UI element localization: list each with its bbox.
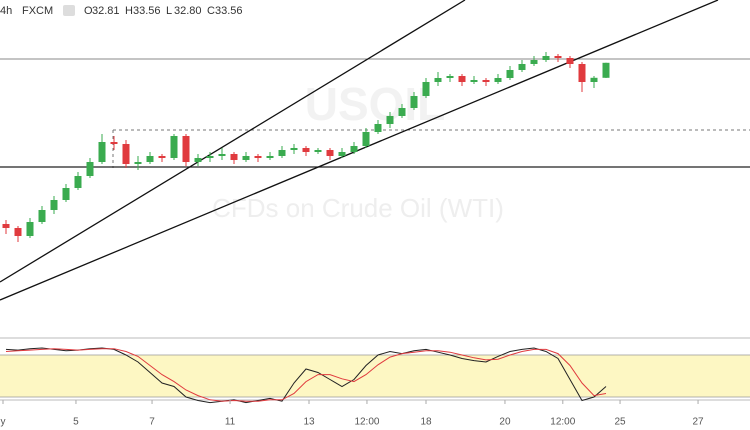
trend-line <box>0 0 719 301</box>
x-tick-label: 13 <box>303 417 315 428</box>
ohlc-key: L <box>166 5 172 17</box>
candle-body <box>122 144 130 164</box>
watermark-description: CFDs on Crude Oil (WTI) <box>212 193 504 223</box>
candle-body <box>362 132 370 146</box>
ohlc: O 32.81 H 33.56 L 32.80 C 33.56 <box>84 5 243 17</box>
candle-body <box>374 124 382 132</box>
candle-body <box>278 150 286 156</box>
candle-body <box>542 56 550 60</box>
trend-line <box>0 0 466 283</box>
ohlc-value: 32.80 <box>174 5 202 17</box>
candle-body <box>170 136 178 158</box>
ohlc-value: 32.81 <box>92 5 120 17</box>
candle-body <box>146 156 154 162</box>
ohlc-value: 33.56 <box>215 5 243 17</box>
candle-body <box>218 154 226 156</box>
ohlc-key: H <box>125 5 133 17</box>
candle-body <box>110 142 118 144</box>
candle-body <box>62 188 70 200</box>
candle-body <box>482 80 490 82</box>
candle-body <box>38 210 46 222</box>
exchange: FXCM <box>22 5 53 17</box>
candle-body <box>50 200 58 210</box>
candle-body <box>386 116 394 124</box>
watermark-symbol: USOIL <box>305 78 446 130</box>
candle-body <box>86 162 94 176</box>
x-tick-label: 5 <box>73 417 79 428</box>
candle-body <box>2 224 10 228</box>
candle-body <box>494 78 502 82</box>
candle-body <box>14 228 22 236</box>
candle-body <box>182 136 190 162</box>
candle-body <box>350 146 358 152</box>
candles <box>2 52 610 242</box>
ohlc-key: C <box>207 5 215 17</box>
candle-body <box>26 222 34 236</box>
candle-body <box>590 77 598 82</box>
candle-body <box>302 148 310 152</box>
candle-body <box>338 152 346 156</box>
candle-body <box>230 154 238 160</box>
candle-body <box>158 156 166 158</box>
candle-body <box>398 108 406 116</box>
candle-body <box>194 158 202 162</box>
oscillator-band <box>0 355 750 397</box>
x-tick-label: 12:00 <box>550 417 575 428</box>
candle-body <box>554 56 562 58</box>
interval: 4h <box>0 5 12 17</box>
candle-body <box>578 64 586 82</box>
x-tick-label: 11 <box>225 417 236 428</box>
x-tick-label: 12:00 <box>354 417 379 428</box>
x-tick-label: 25 <box>614 417 626 428</box>
drawings <box>0 0 750 401</box>
candle-body <box>566 58 574 64</box>
x-axis: y 5 7 11 13 12:00 18 20 12:00 25 27 <box>1 400 704 428</box>
candle-body <box>326 150 334 156</box>
eye-icon[interactable] <box>63 5 75 16</box>
candle-body <box>602 62 610 78</box>
ohlc-key: O <box>84 5 93 17</box>
oscillator-pane <box>0 347 750 404</box>
candle-body <box>314 150 322 152</box>
ohlc-value: 33.56 <box>133 5 161 17</box>
candle-body <box>206 156 214 158</box>
candle-body <box>530 60 538 64</box>
candle-body <box>74 176 82 188</box>
candle-body <box>242 156 250 160</box>
candle-body <box>518 64 526 70</box>
x-tick-label: 7 <box>149 417 155 428</box>
candle-body <box>422 82 430 96</box>
candle-body <box>458 76 466 82</box>
header: 4h FXCM O 32.81 H 33.56 L 32.80 C 33.56 <box>0 0 280 22</box>
x-tick-label: 27 <box>692 417 704 428</box>
candle-body <box>410 96 418 108</box>
x-tick-label: y <box>1 417 6 428</box>
candle-body <box>98 142 106 162</box>
candle-body <box>446 76 454 78</box>
candle-body <box>254 156 262 158</box>
x-tick-label: 18 <box>420 417 432 428</box>
oscillator-line <box>5 348 607 402</box>
candle-body <box>506 70 514 78</box>
x-tick-label: 20 <box>499 417 511 428</box>
candle-body <box>434 78 442 82</box>
candle-body <box>290 148 298 150</box>
candle-body <box>134 162 142 164</box>
candle-body <box>470 80 478 82</box>
candle-body <box>266 156 274 158</box>
